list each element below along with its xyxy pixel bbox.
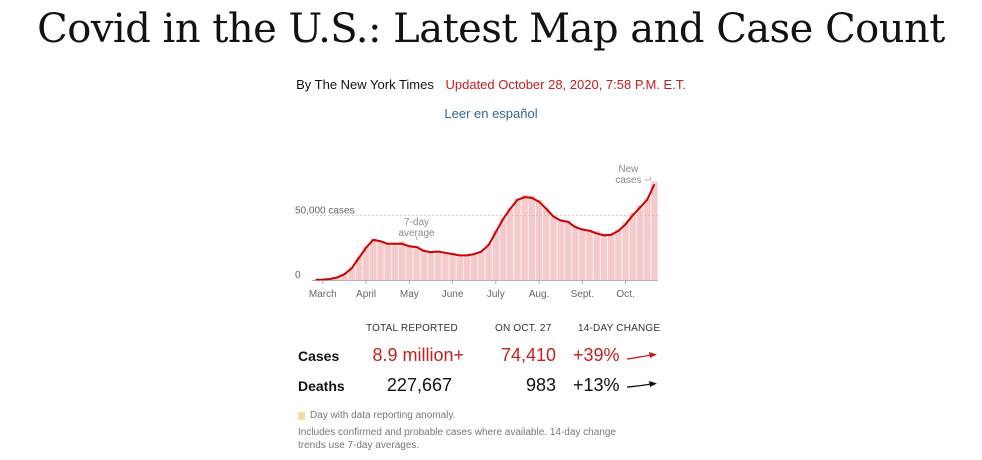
y-tick-label: 0 [295,270,301,281]
case-bar [355,256,363,280]
case-bar [341,273,348,280]
annotation-label: cases [615,175,641,186]
anomaly-legend-text: Day with data reporting anomaly. [310,410,456,421]
case-bar [629,212,636,280]
x-tick-label: April [356,289,376,300]
header-change: 14-DAY CHANGE [578,323,661,334]
case-bar [384,243,391,280]
row-label-deaths: Deaths [298,378,345,394]
case-bar [521,194,528,280]
case-bar [362,246,370,280]
case-bar [456,255,463,280]
case-bar [427,251,435,280]
case-bar [651,181,658,280]
case-bar [507,207,514,280]
header-total: TOTAL REPORTED [366,323,458,334]
case-bar [485,243,492,280]
row-label-cases: Cases [298,348,340,364]
case-bar [543,207,550,280]
page-title: Covid in the U.S.: Latest Map and Case C… [37,6,945,52]
chart-bars [312,181,658,280]
case-bar [420,250,427,280]
cases-total: 8.9 million+ [372,345,464,365]
case-bar [348,267,355,280]
x-tick-label: Oct. [616,289,634,300]
case-bar [571,225,579,280]
case-bar [643,198,651,280]
case-bar [492,230,500,280]
cases-change: +39% [573,345,620,365]
cases-chart: 0 50,000 cases March April May June July Aug. S… [295,164,658,300]
case-bar [391,242,399,280]
case-bar [499,217,507,280]
deaths-trend-icon [626,381,657,388]
x-tick-label: June [442,289,464,300]
seven-day-average-line [315,183,656,281]
anomaly-legend: Day with data reporting anomaly. [298,410,455,421]
header-day: ON OCT. 27 [495,323,552,334]
deaths-change: +13% [573,375,620,395]
x-tick-label: May [400,289,419,300]
case-bar [449,252,456,280]
footnote: Includes confirmed and probable cases wh… [298,427,616,451]
case-bar [370,238,377,280]
case-bar [470,254,478,280]
case-bar [579,228,586,280]
annotation-label: average [398,228,435,239]
deaths-day: 983 [525,375,556,395]
chart-axis: March April May June July Aug. Sept. Oct. [309,280,658,300]
case-bar [406,245,413,280]
x-tick-label: Aug. [529,289,550,300]
cases-trend-icon [626,352,657,360]
case-bar [564,220,572,280]
annotation-leader [644,177,651,181]
byline-row: By The New York Times Updated October 28… [0,77,982,92]
case-bar [600,233,608,280]
case-bar [535,199,543,280]
chart-grid: 0 50,000 cases [295,205,658,281]
case-bar [442,252,449,280]
case-bar [550,215,557,280]
y-tick-label: 50,000 cases [295,205,355,216]
anomaly-swatch [298,411,305,420]
chart-line [315,183,656,281]
case-bar [607,233,615,280]
case-bar [622,221,629,280]
x-tick-label: July [487,289,505,300]
cases-day: 74,410 [500,345,556,365]
case-bar [434,250,442,280]
annotation-label: 7-day [404,217,429,228]
updated-timestamp: Updated October 28, 2020, 7:58 P.M. E.T. [445,77,686,92]
case-bar [593,230,600,280]
case-bar [463,255,471,280]
case-bar [636,204,644,280]
x-tick-label: March [309,289,337,300]
case-bar [377,241,384,280]
case-bar [528,195,536,280]
spanish-link[interactable]: Leer en español [444,106,538,121]
annotation-label: New [618,164,639,175]
case-bar [615,229,622,280]
case-bar [413,246,420,280]
case-bar [478,251,485,280]
case-bar [586,229,593,280]
byline: By The New York Times [296,77,434,92]
case-bar [514,198,521,280]
deaths-total: 227,667 [386,375,452,395]
case-bar [398,241,406,280]
x-tick-label: Sept. [571,289,594,300]
case-bar [557,219,564,280]
